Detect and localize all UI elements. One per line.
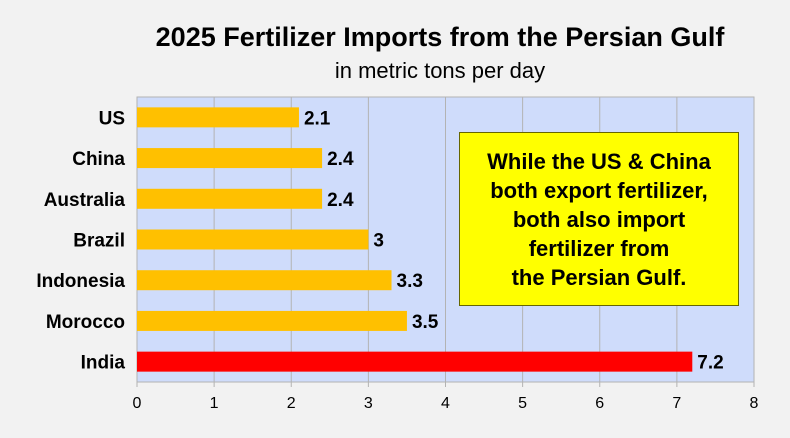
category-label: Australia — [44, 190, 126, 211]
x-tick-label: 8 — [750, 395, 759, 412]
annotation-line: both export fertilizer, — [490, 177, 708, 203]
bar — [137, 351, 693, 372]
annotation-line: both also import — [512, 206, 686, 232]
category-label: US — [99, 108, 125, 129]
x-tick-label: 1 — [210, 395, 219, 412]
x-tick-label: 4 — [441, 395, 450, 412]
chart-subtitle: in metric tons per day — [334, 58, 546, 83]
category-label: Brazil — [73, 231, 125, 252]
chart-title: 2025 Fertilizer Imports from the Persian… — [155, 22, 725, 52]
annotation-line: the Persian Gulf. — [511, 264, 687, 290]
category-label: Indonesia — [36, 271, 125, 292]
data-label: 2.4 — [327, 149, 354, 170]
category-label: China — [72, 149, 125, 170]
x-tick-label: 6 — [595, 395, 604, 412]
bar — [137, 148, 323, 169]
bar — [137, 310, 407, 331]
bar — [137, 107, 299, 128]
bar — [137, 188, 323, 209]
annotation-line: While the US & China — [487, 148, 711, 174]
annotation-line: fertilizer from — [528, 235, 670, 261]
data-label: 2.1 — [304, 108, 331, 129]
x-tick-label: 7 — [672, 395, 681, 412]
x-tick-label: 2 — [287, 395, 296, 412]
x-tick-label: 5 — [518, 395, 527, 412]
data-label: 3.3 — [397, 271, 423, 292]
category-label: Morocco — [46, 312, 125, 333]
annotation-box: While the US & China both export fertili… — [459, 132, 739, 306]
x-tick-label: 0 — [133, 395, 142, 412]
data-label: 3 — [373, 231, 384, 252]
data-label: 3.5 — [412, 312, 439, 333]
x-tick-label: 3 — [364, 395, 373, 412]
data-label: 7.2 — [697, 353, 723, 374]
category-label: India — [81, 353, 126, 374]
bar — [137, 270, 392, 291]
bar — [137, 229, 369, 250]
data-label: 2.4 — [327, 190, 354, 211]
